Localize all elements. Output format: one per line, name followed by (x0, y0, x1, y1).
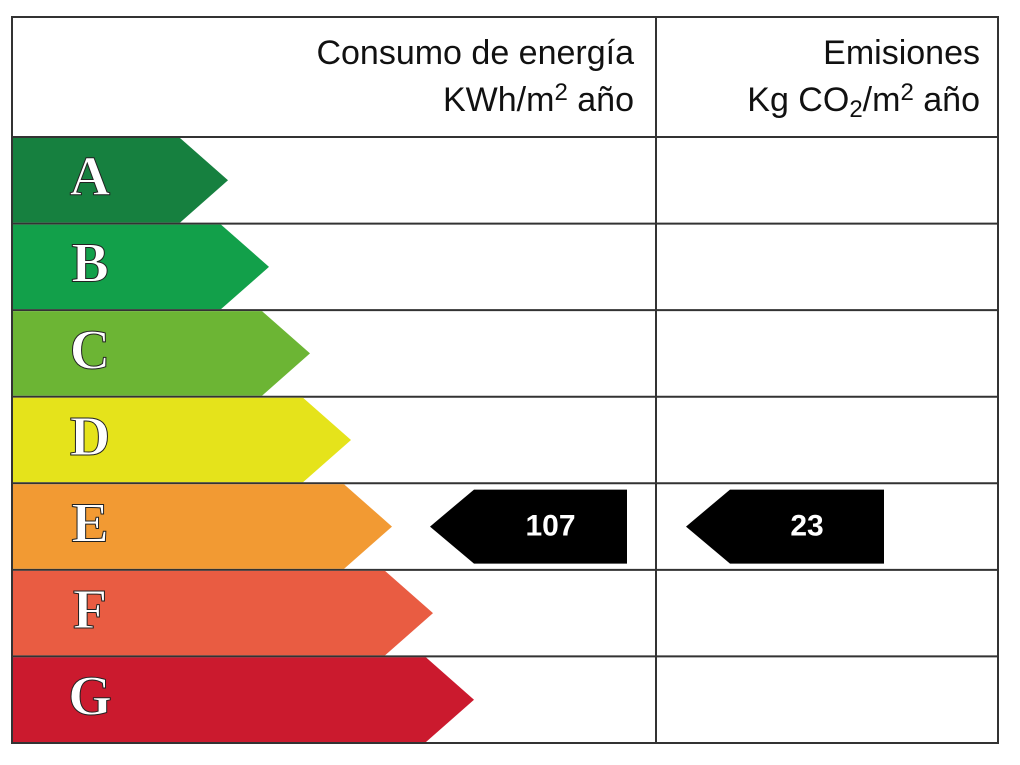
unit-sup: 2 (900, 79, 913, 106)
class-arrow (13, 570, 433, 656)
class-letter: G (68, 666, 112, 728)
class-arrow (13, 311, 310, 396)
energy-title: Consumo de energía (316, 34, 634, 72)
unit-part: Kg CO (747, 81, 849, 119)
rating-value: 107 (525, 509, 575, 542)
unit-sup: 2 (554, 79, 567, 106)
class-letter: D (70, 406, 110, 468)
unit-sub: 2 (849, 96, 862, 123)
unit-part: año (568, 81, 634, 119)
class-letter: A (70, 146, 111, 208)
class-letter: E (71, 492, 108, 554)
unit-part: KWh/m (443, 81, 554, 119)
unit-part: /m (863, 81, 901, 119)
class-letter: F (73, 579, 107, 641)
class-arrow (13, 397, 351, 483)
class-arrow (13, 224, 269, 310)
emissions-title: Emisiones (823, 34, 980, 72)
class-letter: B (71, 233, 108, 295)
energy-unit: KWh/m2 año (443, 79, 634, 119)
emissions-unit: Kg CO2/m2 año (747, 79, 980, 123)
class-arrow (13, 484, 392, 569)
class-arrow (13, 657, 474, 742)
rating-arrow (686, 489, 884, 564)
rating-value: 23 (790, 509, 823, 542)
unit-part: año (914, 81, 980, 119)
class-letter: C (70, 319, 110, 381)
rating-arrow (430, 489, 627, 564)
class-arrow (13, 138, 228, 223)
